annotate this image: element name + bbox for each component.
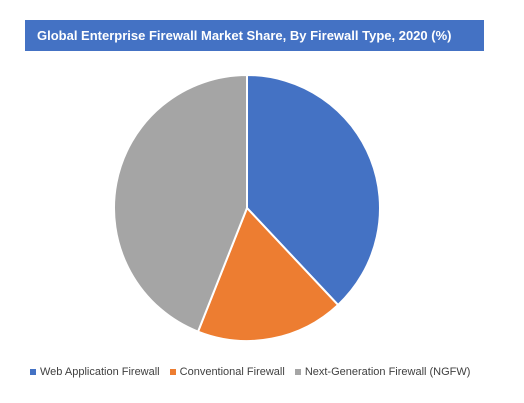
pie-slice-web-application-firewall (246, 74, 381, 306)
legend-item-web-application-firewall: Web Application Firewall (30, 366, 160, 378)
pie-slice-conventional-firewall (197, 207, 340, 342)
legend-item-conventional-firewall: Conventional Firewall (169, 366, 285, 378)
legend-label: Next-Generation Firewall (NGFW) (304, 366, 471, 378)
legend-label: Web Application Firewall (40, 366, 160, 378)
pie-slice-next-generation-firewall-ngfw (113, 74, 248, 333)
chart-legend: Web Application Firewall Conventional Fi… (30, 366, 470, 378)
legend-swatch (294, 369, 301, 375)
legend-item-next-generation-firewall: Next-Generation Firewall (NGFW) (294, 366, 471, 378)
chart-title: Global Enterprise Firewall Market Share,… (37, 28, 452, 43)
legend-swatch (169, 369, 176, 375)
legend-swatch (30, 369, 36, 375)
legend-label: Conventional Firewall (179, 366, 285, 378)
chart-title-bar: Global Enterprise Firewall Market Share,… (25, 20, 484, 51)
